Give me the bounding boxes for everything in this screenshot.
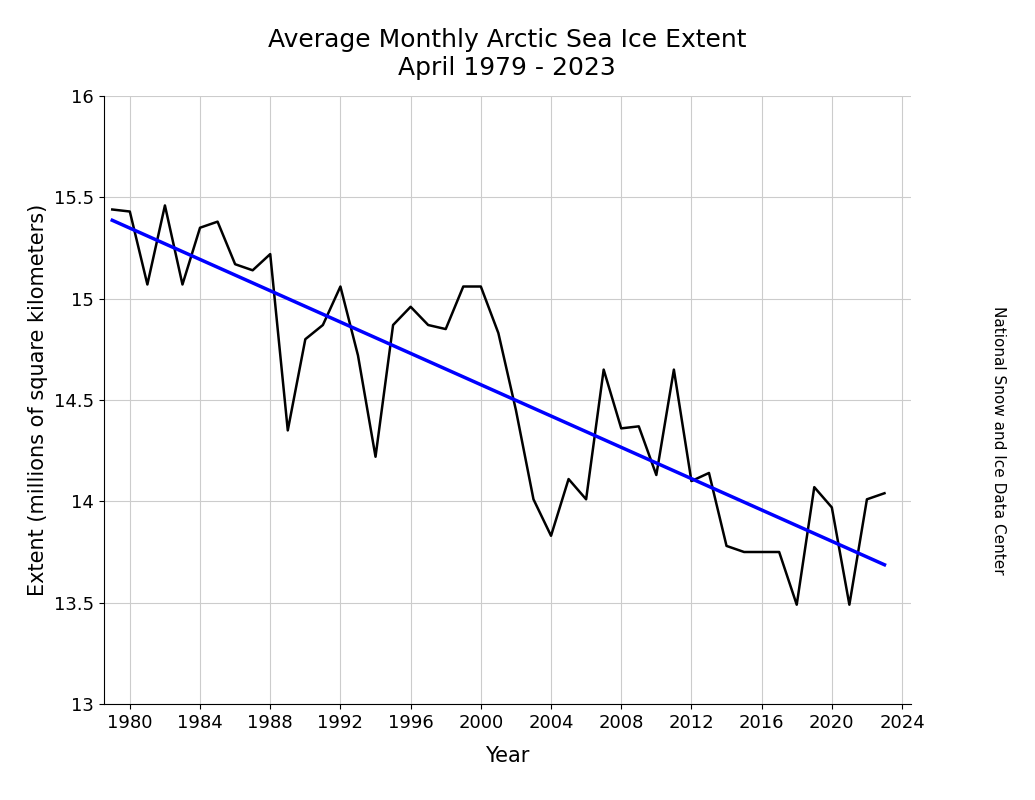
X-axis label: Year: Year [485,746,529,766]
Text: National Snow and Ice Data Center: National Snow and Ice Data Center [992,306,1006,574]
Title: Average Monthly Arctic Sea Ice Extent
April 1979 - 2023: Average Monthly Arctic Sea Ice Extent Ap… [268,28,746,80]
Y-axis label: Extent (millions of square kilometers): Extent (millions of square kilometers) [28,204,48,596]
